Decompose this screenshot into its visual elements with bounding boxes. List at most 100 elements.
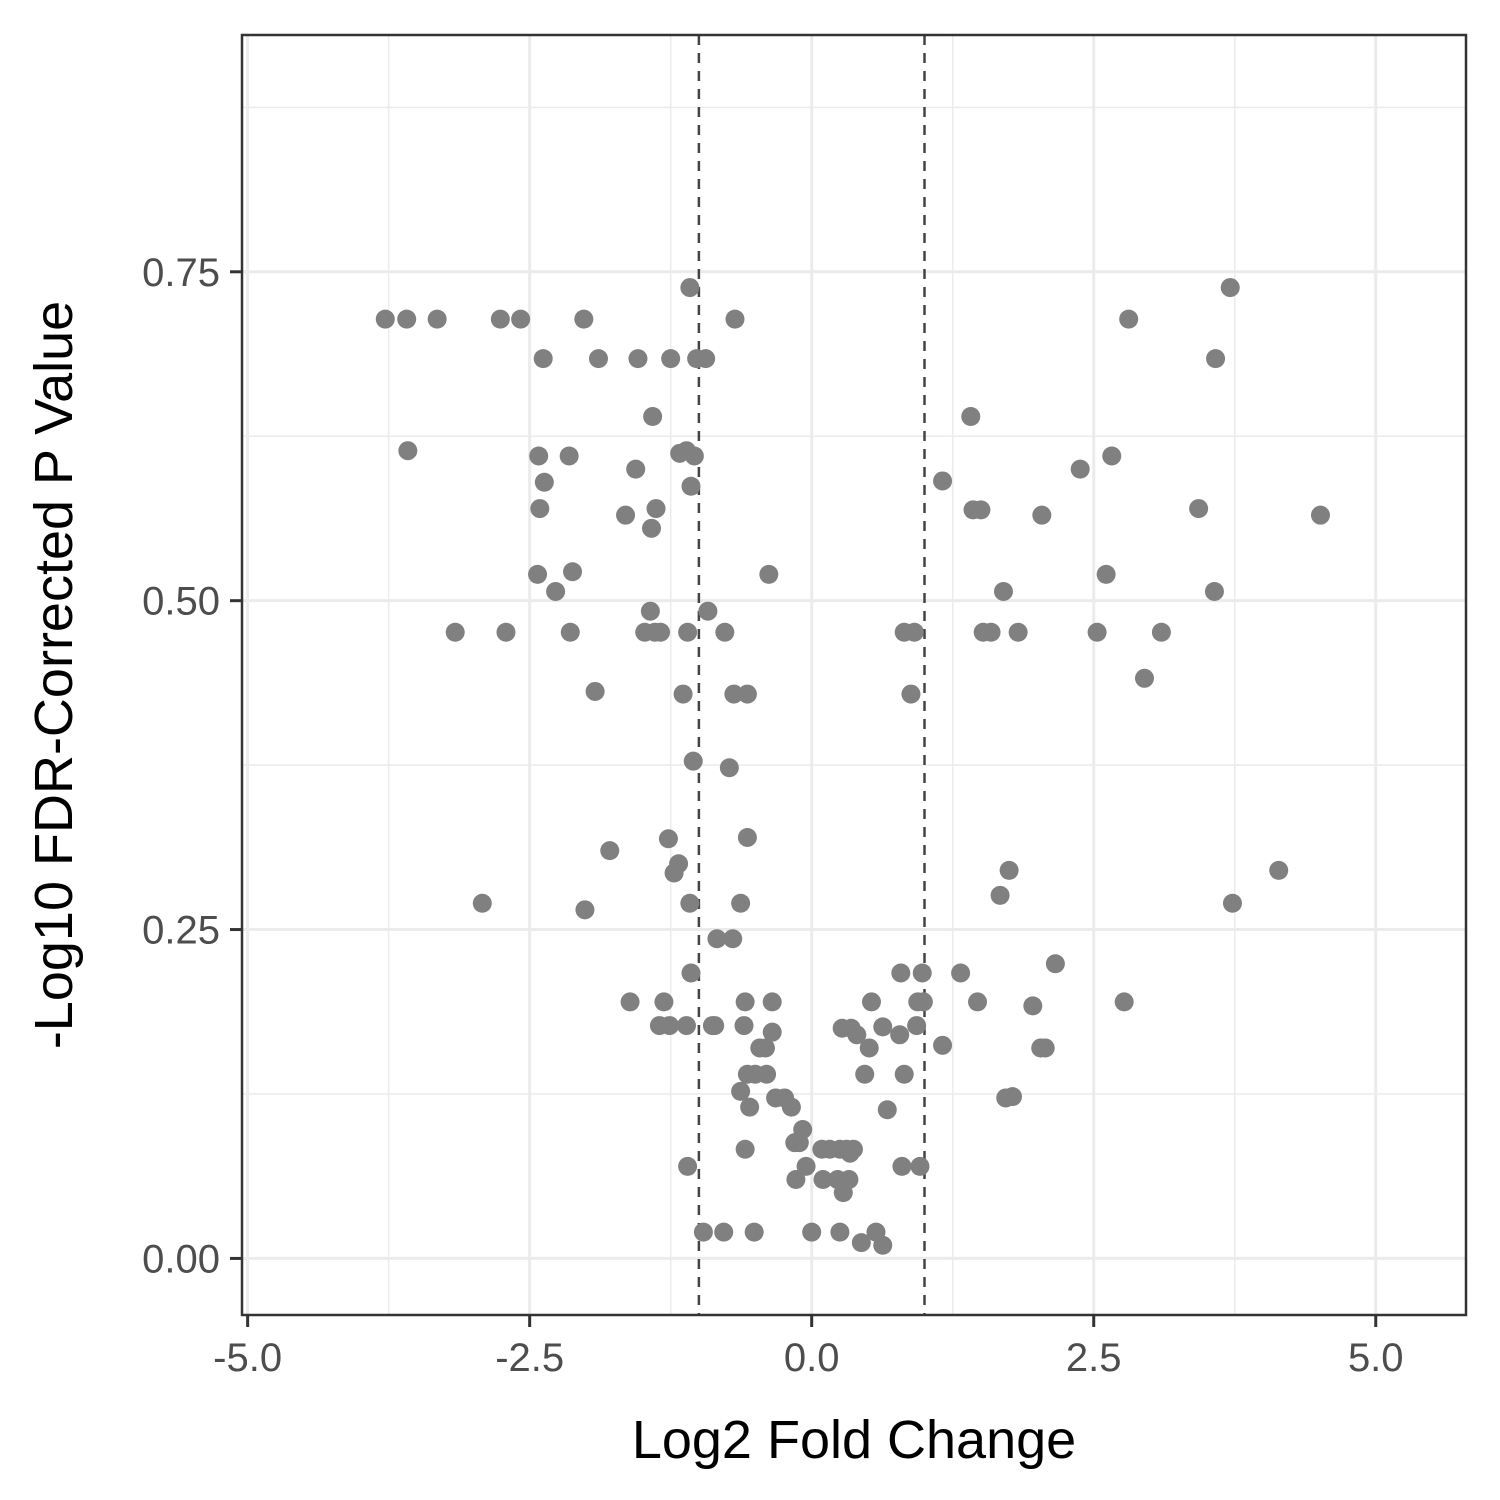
data-point	[1206, 349, 1226, 369]
data-point	[427, 309, 447, 329]
data-point	[830, 1222, 850, 1242]
data-point	[658, 829, 678, 849]
y-tick-label: 0.50	[142, 580, 220, 624]
data-point	[734, 1016, 754, 1036]
data-point	[1096, 564, 1116, 584]
data-point	[723, 929, 743, 949]
data-point	[654, 992, 674, 1012]
data-point	[933, 471, 953, 491]
data-point	[676, 1016, 696, 1036]
data-point	[472, 893, 492, 913]
x-tick-label: 5.0	[1348, 1336, 1404, 1380]
data-point	[529, 446, 549, 466]
data-point	[530, 499, 550, 519]
x-axis-title: Log2 Fold Change	[632, 1410, 1076, 1470]
data-point	[993, 581, 1013, 601]
data-point	[600, 841, 620, 861]
data-point	[901, 684, 921, 704]
data-point	[861, 992, 881, 1012]
data-point	[789, 1133, 809, 1153]
data-point	[1008, 622, 1028, 642]
data-point	[999, 860, 1019, 880]
data-point	[673, 684, 693, 704]
x-tick-label: -5.0	[213, 1336, 282, 1380]
x-tick-label: -2.5	[495, 1336, 564, 1380]
data-point	[855, 1064, 875, 1084]
data-point	[646, 499, 666, 519]
plot-panel-border	[240, 33, 1468, 1317]
data-point	[533, 349, 553, 369]
plot-background	[242, 35, 1466, 1315]
data-point	[693, 1222, 713, 1242]
data-point	[719, 758, 739, 778]
data-point	[833, 1183, 853, 1203]
data-point	[735, 992, 755, 1012]
data-point	[1220, 278, 1240, 298]
data-point	[725, 309, 745, 329]
data-point	[678, 1156, 698, 1176]
data-point	[873, 1235, 893, 1255]
data-point	[859, 1038, 879, 1058]
data-point	[1045, 954, 1065, 974]
data-point	[683, 751, 703, 771]
data-point	[398, 441, 418, 461]
data-point	[877, 1100, 897, 1120]
data-point	[642, 518, 662, 538]
data-point	[1002, 1087, 1022, 1107]
data-points	[375, 278, 1330, 1255]
data-point	[559, 446, 579, 466]
data-point	[731, 1081, 751, 1101]
data-point	[628, 349, 648, 369]
data-point	[1151, 622, 1171, 642]
data-point	[496, 622, 516, 642]
data-point	[1032, 505, 1052, 525]
data-point	[907, 1016, 927, 1036]
data-point	[546, 581, 566, 601]
data-point	[620, 992, 640, 1012]
data-point	[1114, 992, 1134, 1012]
data-point	[740, 1097, 760, 1117]
data-point	[680, 278, 700, 298]
data-point	[968, 992, 988, 1012]
data-point	[971, 500, 991, 520]
y-tick-label: 0.25	[142, 909, 220, 953]
data-point	[796, 1156, 816, 1176]
data-point	[890, 1025, 910, 1045]
data-point	[786, 1170, 806, 1190]
data-point	[990, 885, 1010, 905]
data-point	[1070, 459, 1090, 479]
y-axis-title: -Log10 FDR-Corrected P Value	[24, 301, 84, 1049]
data-point	[731, 893, 751, 913]
data-point	[894, 1064, 914, 1084]
data-point	[651, 622, 671, 642]
data-point	[737, 684, 757, 704]
data-point	[680, 893, 700, 913]
data-point	[1222, 893, 1242, 913]
data-point	[1102, 446, 1122, 466]
data-point	[661, 349, 681, 369]
data-point	[684, 446, 704, 466]
x-axis: -5.0 -2.5 0.0 2.5 5.0	[213, 1315, 1404, 1380]
data-point	[873, 1017, 893, 1037]
data-point	[737, 827, 757, 847]
data-point	[678, 622, 698, 642]
data-point	[802, 1222, 822, 1242]
data-point	[511, 309, 531, 329]
data-point	[534, 472, 554, 492]
data-point	[696, 349, 716, 369]
data-point	[574, 309, 594, 329]
data-point	[1269, 860, 1289, 880]
data-point	[714, 1222, 734, 1242]
data-point	[933, 1035, 953, 1055]
data-point	[575, 900, 595, 920]
data-point	[781, 1097, 801, 1117]
y-tick-label: 0.75	[142, 251, 220, 295]
data-point	[588, 349, 608, 369]
data-point	[851, 1233, 871, 1253]
y-tick-label: 0.00	[142, 1237, 220, 1281]
data-point	[755, 1038, 775, 1058]
data-point	[813, 1170, 833, 1190]
data-point	[585, 681, 605, 701]
data-point	[892, 1156, 912, 1176]
